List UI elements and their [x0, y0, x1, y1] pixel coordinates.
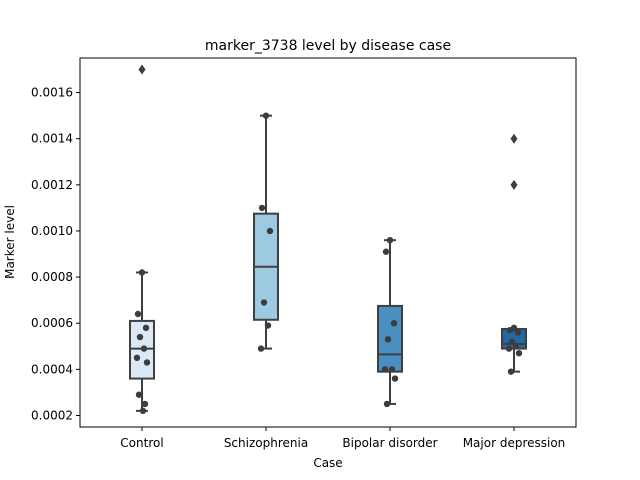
y-tick-label: 0.0016	[31, 86, 73, 100]
outlier-marker	[138, 64, 146, 75]
data-point	[257, 345, 265, 352]
data-point	[390, 320, 398, 327]
y-axis-label: Marker level	[3, 205, 17, 279]
data-point	[141, 400, 149, 408]
data-point	[264, 322, 272, 329]
data-point	[260, 299, 268, 306]
data-point	[383, 400, 391, 408]
outlier-marker	[510, 133, 518, 144]
x-tick-label: Bipolar disorder	[342, 436, 437, 450]
data-point	[391, 375, 399, 382]
data-point	[384, 336, 392, 343]
data-point	[508, 338, 516, 345]
data-point	[134, 310, 142, 318]
data-point	[388, 366, 396, 373]
data-point	[135, 391, 143, 398]
plot-area	[129, 64, 527, 415]
data-point	[142, 324, 150, 332]
data-point	[258, 204, 266, 212]
data-point	[505, 345, 513, 352]
chart-title: marker_3738 level by disease case	[205, 38, 451, 54]
y-tick-label: 0.0010	[31, 224, 73, 238]
data-point	[262, 112, 270, 119]
y-tick-label: 0.0002	[31, 408, 73, 422]
data-point	[138, 269, 146, 276]
data-point	[133, 354, 141, 362]
x-axis-label: Case	[313, 456, 342, 470]
data-point	[266, 227, 274, 235]
x-tick-label: Schizophrenia	[224, 436, 308, 450]
x-tick-label: Control	[120, 436, 163, 450]
y-tick-label: 0.0004	[31, 362, 73, 376]
data-point	[143, 359, 151, 366]
y-axis: 0.0002 0.0004 0.0006 0.0008 0.0010 0.0012 0.00…	[31, 86, 80, 422]
x-tick-label: Major depression	[463, 436, 566, 450]
data-point	[515, 350, 523, 357]
outlier-marker	[510, 179, 518, 190]
data-point	[506, 326, 514, 334]
data-point	[381, 366, 389, 373]
data-point	[382, 248, 390, 255]
data-point	[507, 368, 515, 375]
x-axis: Control Schizophrenia Bipolar disorder Majo…	[120, 427, 565, 450]
data-point	[139, 407, 147, 415]
data-point	[136, 333, 144, 341]
data-point	[140, 345, 148, 352]
data-point	[514, 329, 522, 336]
data-point	[386, 236, 394, 244]
y-tick-label: 0.0014	[31, 132, 73, 146]
y-tick-label: 0.0012	[31, 178, 73, 192]
y-tick-label: 0.0008	[31, 270, 73, 284]
y-tick-label: 0.0006	[31, 316, 73, 330]
data-point	[512, 343, 520, 350]
axes-frame	[79, 57, 577, 428]
